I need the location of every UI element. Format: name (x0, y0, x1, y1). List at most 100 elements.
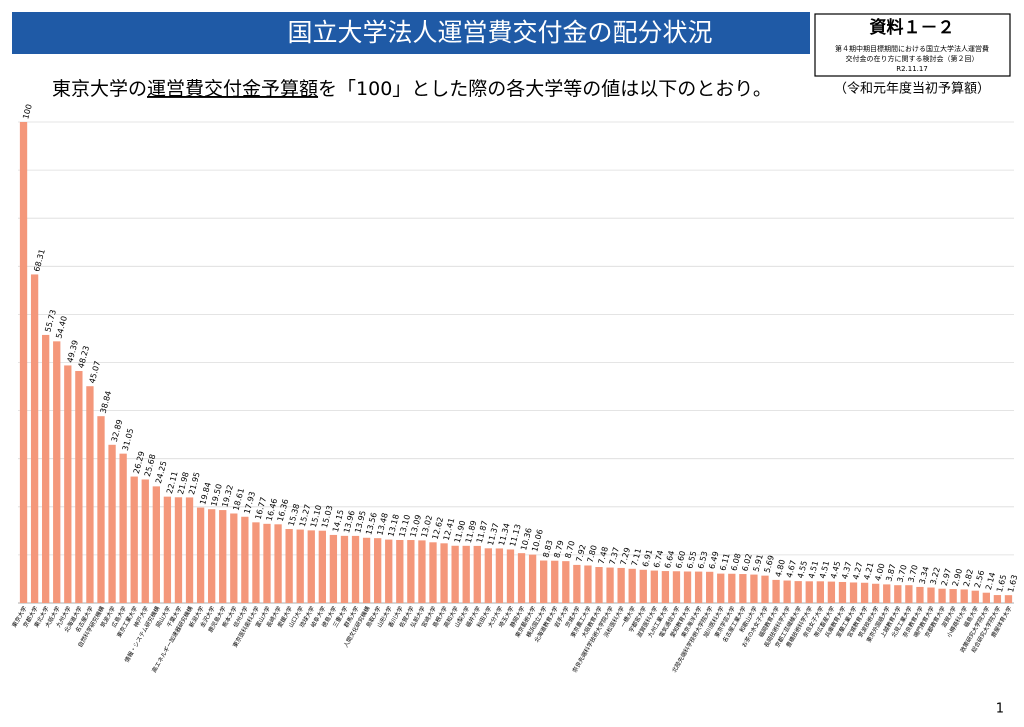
bar (141, 479, 149, 603)
value-label: 4.00 (873, 562, 886, 582)
value-label: 2.56 (973, 569, 986, 589)
note: （令和元年度当初予算額） (834, 81, 990, 97)
value-label: 54.40 (54, 315, 69, 339)
bar (606, 567, 614, 603)
bar (573, 564, 581, 603)
bar (119, 453, 127, 603)
bar (960, 589, 968, 603)
bar (528, 554, 537, 603)
bar (971, 590, 979, 603)
value-label: 7.29 (619, 547, 632, 567)
bar (296, 529, 304, 603)
bar (783, 580, 791, 603)
bar (706, 571, 714, 603)
bar (794, 581, 802, 603)
subtitle-part: を「100」とした際の各大学等の値は以下のとおり。 (318, 78, 772, 100)
value-label: 4.37 (840, 561, 853, 581)
bar (30, 274, 39, 603)
subtitle-part: 東京大学の (52, 78, 147, 100)
value-label: 48.23 (77, 345, 92, 369)
bar (849, 582, 858, 603)
bar (838, 581, 847, 603)
value-label: 6.08 (729, 552, 742, 572)
value-label: 4.21 (862, 561, 875, 581)
value-label: 7.92 (575, 544, 588, 564)
value-label: 1.63 (1006, 574, 1019, 594)
bar (949, 589, 957, 603)
bar (462, 545, 470, 603)
value-label: 2.14 (984, 571, 997, 591)
date: R2.11.17 (896, 65, 928, 73)
bar (418, 540, 426, 603)
bar (860, 582, 869, 603)
bar (208, 509, 216, 603)
bar (495, 548, 504, 603)
bar (484, 548, 492, 603)
bar (938, 588, 946, 603)
value-label: 3.87 (884, 563, 897, 583)
bar (42, 334, 50, 603)
title-bar (12, 12, 810, 54)
meeting-line: 交付金の在り方に関する検討会（第２回） (846, 54, 979, 63)
value-label: 45.07 (88, 360, 103, 384)
value-label: 7.48 (597, 546, 610, 566)
bar (174, 497, 183, 603)
bar (1004, 595, 1013, 603)
bar (19, 122, 28, 603)
value-label: 7.11 (630, 547, 643, 567)
value-label: 24.25 (154, 460, 169, 484)
bar (307, 530, 315, 603)
value-label: 5.69 (763, 554, 776, 574)
value-label: 6.49 (707, 550, 720, 570)
bar (285, 529, 293, 603)
bar (739, 574, 747, 603)
bar (894, 585, 902, 603)
bar (650, 570, 658, 603)
value-label: 4.80 (774, 559, 787, 579)
bar (340, 535, 349, 603)
subtitle-part: 運営費交付金予算額 (147, 78, 318, 100)
value-label: 2.97 (940, 567, 953, 587)
subtitle: 東京大学の運営費交付金予算額を「100」とした際の各大学等の値は以下のとおり。 (52, 78, 772, 100)
bar (440, 543, 448, 603)
bar (75, 371, 83, 603)
bar (595, 567, 603, 603)
bar (540, 560, 548, 603)
bar (185, 497, 194, 603)
bar (473, 545, 481, 603)
bar (982, 592, 990, 603)
value-label: 4.55 (796, 560, 809, 580)
value-label: 6.74 (652, 549, 665, 569)
bar (263, 523, 271, 603)
bar (318, 530, 326, 603)
value-label: 6.64 (663, 550, 676, 570)
bar (241, 516, 249, 603)
value-label: 6.91 (641, 548, 654, 568)
bar (772, 579, 780, 603)
bar (517, 553, 526, 603)
bar (130, 476, 138, 603)
bar (108, 444, 116, 603)
value-label: 5.91 (752, 553, 765, 573)
value-label: 3.70 (907, 564, 920, 584)
value-label: 2.82 (962, 568, 975, 588)
bar (927, 587, 935, 603)
bar (53, 341, 61, 603)
value-label: 3.34 (918, 566, 931, 586)
bar (329, 534, 338, 603)
bar (761, 575, 769, 603)
bar (993, 595, 1002, 603)
value-label: 4.51 (807, 560, 820, 580)
value-label: 6.11 (718, 552, 731, 572)
chart-title: 国立大学法人運営費交付金の配分状況 (287, 18, 712, 47)
bar (429, 542, 437, 603)
bar (230, 513, 238, 603)
bar (385, 539, 393, 603)
bar (351, 535, 360, 603)
bar (628, 568, 636, 603)
value-label: 3.22 (929, 566, 942, 586)
bar (805, 581, 813, 603)
bar (407, 540, 415, 603)
value-label: 4.27 (851, 561, 864, 581)
